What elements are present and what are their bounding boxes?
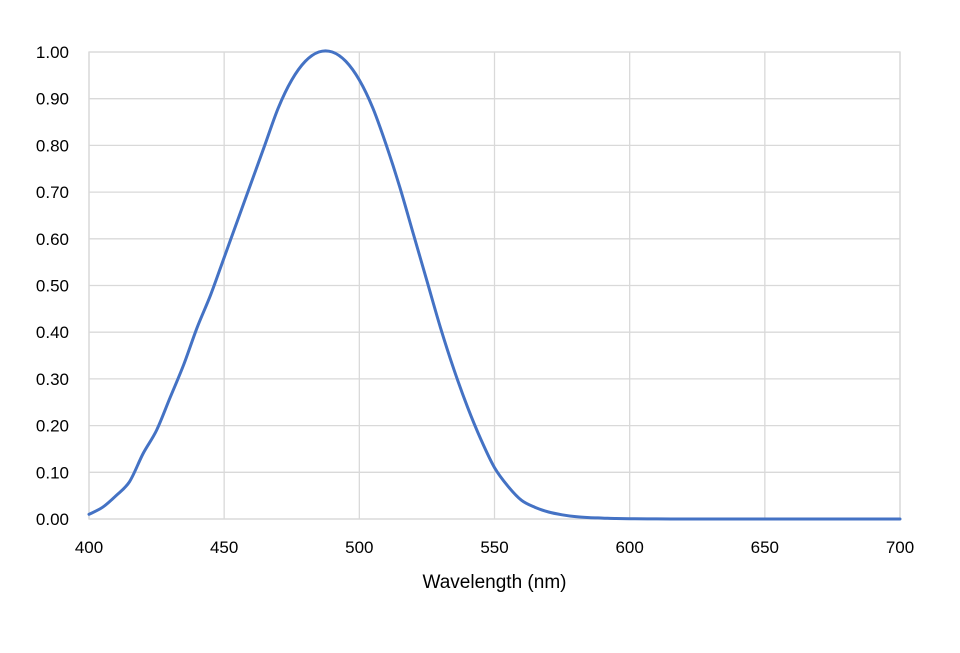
plot-frame <box>88 51 901 520</box>
y-tick-label: 0.10 <box>36 463 69 482</box>
series-group <box>87 49 902 521</box>
x-tick-label: 600 <box>615 538 643 557</box>
y-tick-label: 0.60 <box>36 230 69 249</box>
x-axis-title: Wavelength (nm) <box>423 572 567 593</box>
y-tick-label: 0.50 <box>36 277 69 296</box>
x-tick-label: 550 <box>480 538 508 557</box>
y-tick-label: 0.30 <box>36 370 69 389</box>
x-tick-label: 500 <box>345 538 373 557</box>
grid <box>88 51 901 520</box>
y-tick-label: 0.80 <box>36 136 69 155</box>
x-axis-ticks: 400 450 500 550 600 650 700 <box>75 538 914 557</box>
y-tick-label: 0.40 <box>36 323 69 342</box>
x-tick-label: 400 <box>75 538 103 557</box>
x-tick-label: 650 <box>751 538 779 557</box>
y-axis-ticks: 0.00 0.10 0.20 0.30 0.40 0.50 0.60 0.70 0.80 0.90… <box>36 43 69 529</box>
x-tick-label: 700 <box>886 538 914 557</box>
y-tick-label: 0.00 <box>36 510 69 529</box>
y-tick-label: 0.70 <box>36 183 69 202</box>
series-line <box>87 49 902 521</box>
y-tick-label: 0.20 <box>36 417 69 436</box>
y-tick-label: 0.90 <box>36 90 69 109</box>
x-tick-label: 450 <box>210 538 238 557</box>
y-tick-label: 1.00 <box>36 43 69 62</box>
